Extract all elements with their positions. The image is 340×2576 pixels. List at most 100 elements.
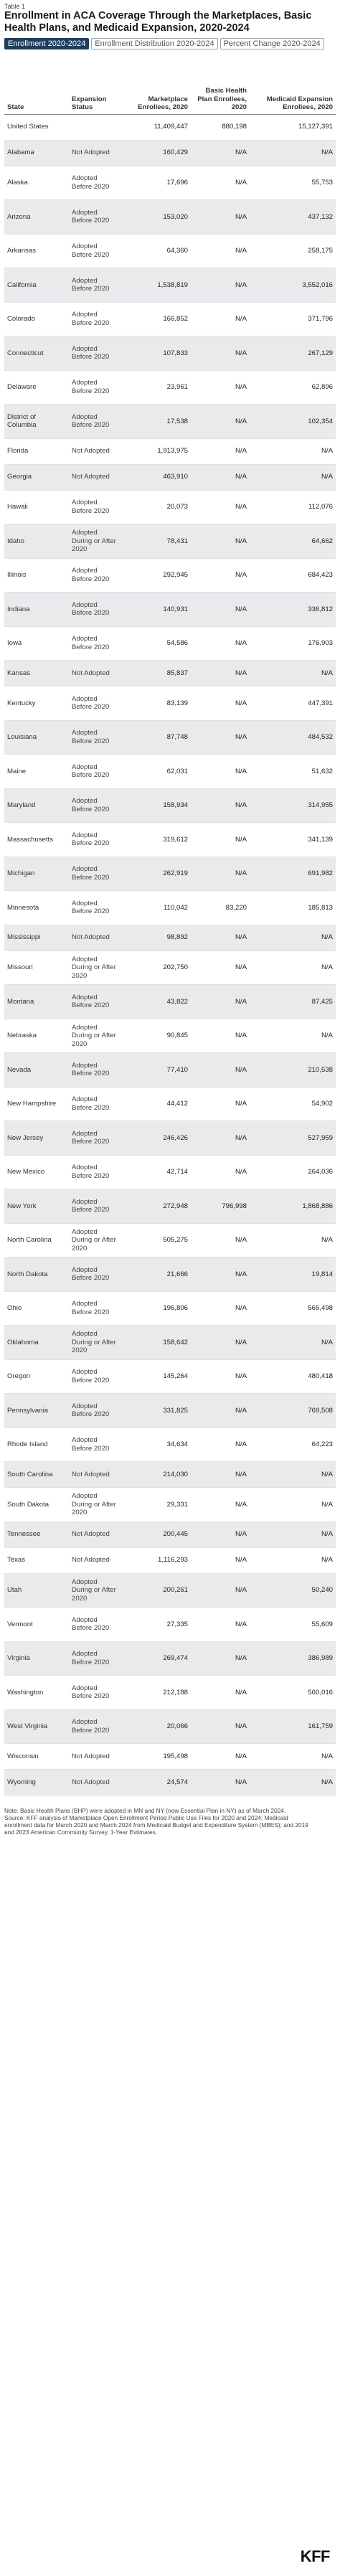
bhp-cell: N/A [191,140,250,166]
medicaid-cell: 54,902 [250,1087,336,1121]
table-row: Kansas Not Adopted 85,837 N/A N/A [4,660,336,687]
bhp-cell: N/A [191,166,250,200]
expansion-status-cell: Adopted Before 2020 [69,1120,119,1156]
table-row: Iowa Adopted Before 2020 54,586 N/A 176,903 [4,626,336,661]
tab-enrollment-distribution[interactable]: Enrollment Distribution 2020-2024 [91,38,218,49]
expansion-status-cell: Adopted During or After 2020 [69,524,119,559]
medicaid-cell: 51,632 [250,754,336,789]
medicaid-cell: 264,036 [250,1155,336,1189]
table-row: California Adopted Before 2020 1,538,819 N/… [4,268,336,303]
marketplace-cell: 90,845 [119,1019,191,1053]
table-row: Arizona Adopted Before 2020 153,020 N/A 437,… [4,199,336,235]
table-header-row: State Expansion Status Marketplace Enrol… [4,64,336,115]
tab-enrollment[interactable]: Enrollment 2020-2024 [4,38,90,49]
state-cell: Wyoming [4,1769,69,1796]
table-row: Arkansas Adopted Before 2020 64,360 N/A 258,… [4,234,336,268]
marketplace-cell: 195,498 [119,1743,191,1770]
expansion-status-cell: Adopted Before 2020 [69,1675,119,1710]
marketplace-cell: 153,020 [119,199,191,235]
bhp-cell: N/A [191,1428,250,1462]
state-cell: Arizona [4,199,69,235]
bhp-cell: N/A [191,984,250,1019]
marketplace-cell: 1,538,819 [119,268,191,303]
expansion-status-cell: Not Adopted [69,464,119,491]
bhp-cell: N/A [191,822,250,857]
expansion-status-cell: Not Adopted [69,140,119,166]
medicaid-cell: N/A [250,1461,336,1488]
marketplace-cell: 87,748 [119,720,191,755]
table-row: Kentucky Adopted Before 2020 83,139 N/A 447,… [4,686,336,721]
table-row: Maine Adopted Before 2020 62,031 N/A 51,632 [4,754,336,789]
expansion-status-cell: Adopted Before 2020 [69,1291,119,1326]
table-row: Colorado Adopted Before 2020 166,852 N/A 371… [4,302,336,336]
column-header-marketplace[interactable]: Marketplace Enrollees, 2020 [119,64,191,115]
bhp-cell: N/A [191,1521,250,1548]
state-cell: Illinois [4,558,69,593]
table-row: New Jersey Adopted Before 2020 246,426 N/A 5… [4,1120,336,1156]
marketplace-cell: 85,837 [119,660,191,687]
table-row: Utah Adopted During or After 2020 200,261 N… [4,1573,336,1608]
medicaid-cell: 185,813 [250,890,336,925]
expansion-status-cell: Adopted Before 2020 [69,788,119,823]
column-header-state[interactable]: State [4,64,69,115]
bhp-cell: 880,198 [191,114,250,141]
state-cell: Connecticut [4,336,69,371]
tab-percent-change[interactable]: Percent Change 2020-2024 [219,38,324,49]
marketplace-cell: 331,825 [119,1393,191,1428]
table-row: Maryland Adopted Before 2020 158,934 N/A 314… [4,788,336,823]
column-header-bhp[interactable]: Basic Health Plan Enrollees, 2020 [191,64,250,115]
expansion-status-cell: Not Adopted [69,1547,119,1574]
marketplace-cell: 23,961 [119,370,191,405]
marketplace-cell: 62,031 [119,754,191,789]
medicaid-cell: 1,868,886 [250,1189,336,1224]
expansion-status-cell: Adopted Before 2020 [69,1052,119,1088]
expansion-status-cell: Not Adopted [69,660,119,687]
expansion-status-cell: Adopted During or After 2020 [69,1019,119,1053]
marketplace-cell: 11,409,447 [119,114,191,141]
medicaid-cell: 3,552,016 [250,268,336,303]
bhp-cell: N/A [191,1487,250,1522]
state-cell: Arkansas [4,234,69,268]
state-cell: West Virginia [4,1709,69,1744]
table-row: Illinois Adopted Before 2020 292,945 N/A 684… [4,558,336,593]
medicaid-cell: 341,139 [250,822,336,857]
medicaid-cell: 447,391 [250,686,336,721]
expansion-status-cell: Adopted Before 2020 [69,404,119,439]
state-cell: Pennsylvania [4,1393,69,1428]
state-cell: Montana [4,984,69,1019]
state-cell: Minnesota [4,890,69,925]
table-row: North Carolina Adopted During or After 20… [4,1223,336,1258]
medicaid-cell: 258,175 [250,234,336,268]
expansion-status-cell: Not Adopted [69,1769,119,1796]
state-cell: New York [4,1189,69,1224]
expansion-status-cell: Adopted Before 2020 [69,558,119,593]
expansion-status-cell: Adopted Before 2020 [69,1155,119,1189]
expansion-status-cell: Adopted Before 2020 [69,626,119,661]
medicaid-cell: 336,812 [250,592,336,627]
expansion-status-cell: Adopted Before 2020 [69,1641,119,1676]
table-label: Table 1 [4,3,26,10]
marketplace-cell: 158,934 [119,788,191,823]
marketplace-cell: 214,030 [119,1461,191,1488]
marketplace-cell: 64,360 [119,234,191,268]
bhp-cell: N/A [191,268,250,303]
medicaid-cell: 480,418 [250,1359,336,1394]
expansion-status-cell: Not Adopted [69,438,119,465]
expansion-status-cell: Adopted During or After 2020 [69,1223,119,1258]
bhp-cell: N/A [191,199,250,235]
marketplace-cell: 17,696 [119,166,191,200]
marketplace-cell: 145,264 [119,1359,191,1394]
marketplace-cell: 202,750 [119,950,191,985]
column-header-medicaid[interactable]: Medicaid Expansion Enrollees, 2020 [250,64,336,115]
table-row: Michigan Adopted Before 2020 262,919 N/A 691… [4,857,336,891]
state-cell: South Carolina [4,1461,69,1488]
medicaid-cell: N/A [250,1223,336,1258]
bhp-cell: N/A [191,336,250,371]
marketplace-cell: 20,066 [119,1709,191,1744]
column-header-expansion-status[interactable]: Expansion Status [69,64,119,115]
state-cell: California [4,268,69,303]
bhp-cell: N/A [191,660,250,687]
marketplace-cell: 43,822 [119,984,191,1019]
medicaid-cell: 15,127,391 [250,114,336,141]
expansion-status-cell: Not Adopted [69,1461,119,1488]
